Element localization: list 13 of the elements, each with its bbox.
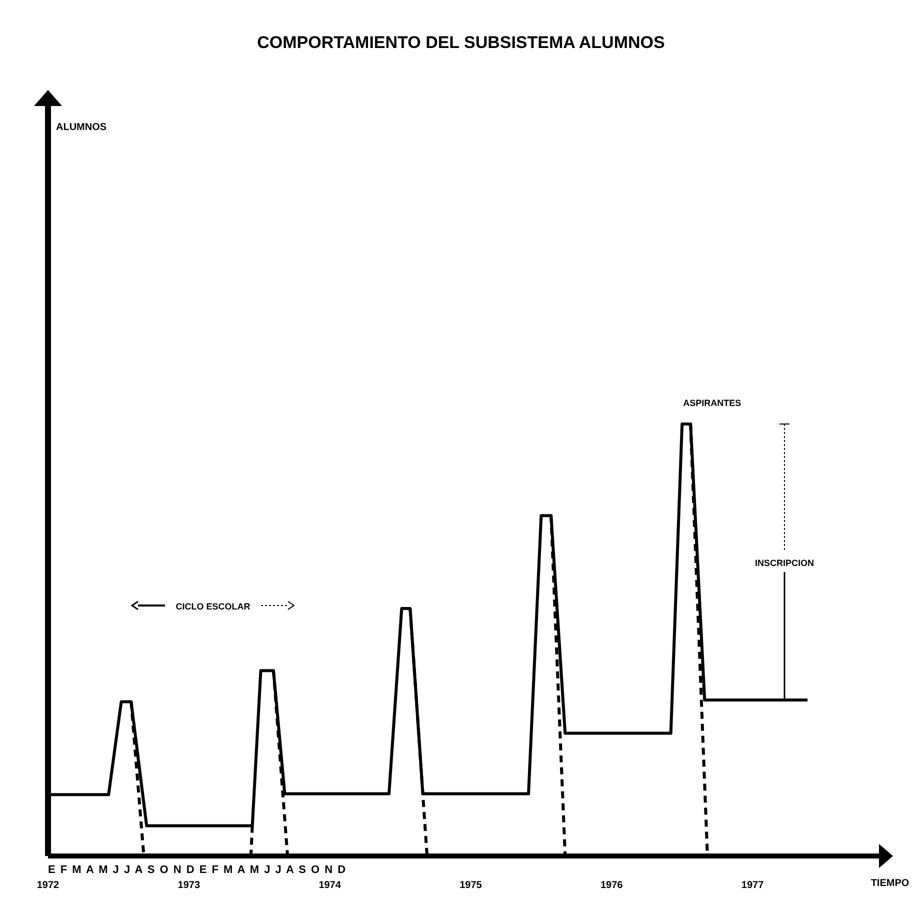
annotation: ASPIRANTES [683,398,742,408]
x-tick-label: 1976 [600,880,624,891]
annotation: INSCRIPCION [754,558,814,568]
text: E F M A M J J A S O N D E F M A M J J A S O N D [48,864,347,876]
x-tick-label: 1973 [178,880,200,891]
x-tick-label: 1972 [36,880,60,891]
x-axis-title: TIEMPO [870,878,910,889]
chart-title: COMPORTAMIENTO DEL SUBSISTEMA ALUMNOS [257,33,665,52]
x-tick-label: 1974 [318,880,342,891]
annotation: CICLO ESCOLAR [176,601,251,612]
x-tick-label: 1975 [460,880,482,891]
text: ALUMNOS [56,122,107,133]
x-tick-label: 1977 [741,880,764,891]
